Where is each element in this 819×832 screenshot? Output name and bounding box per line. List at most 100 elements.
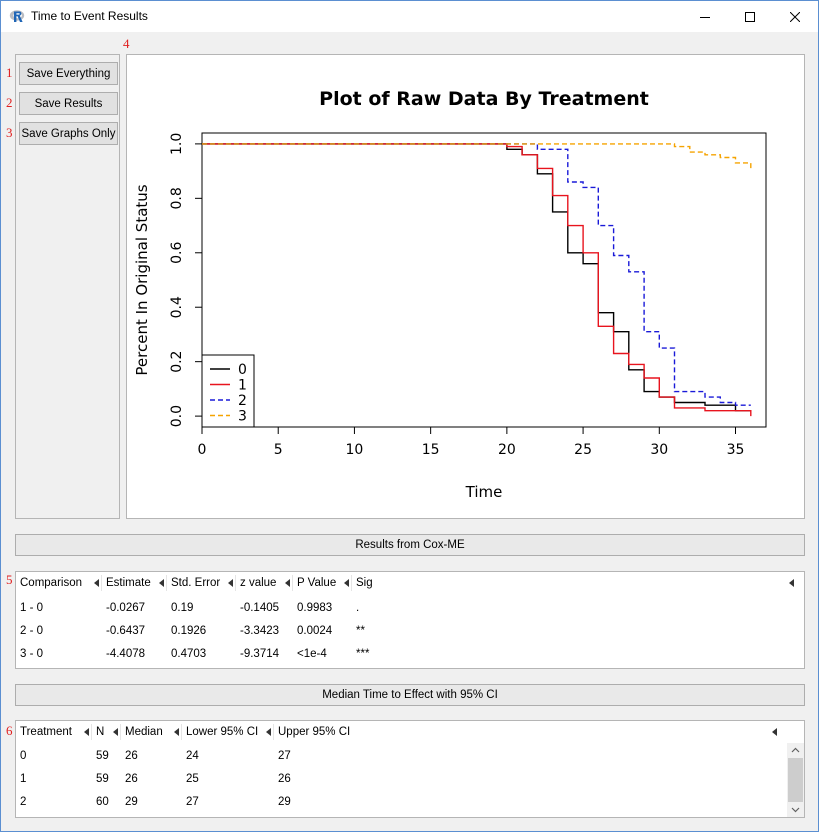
median-table-scrollbar[interactable] (787, 743, 804, 817)
minimize-icon (700, 16, 710, 18)
column-divider (292, 575, 293, 591)
x-tick-label: 25 (574, 442, 592, 458)
median-cell: 29 (125, 796, 138, 808)
marker-2: 2 (6, 95, 13, 110)
column-divider (166, 575, 167, 591)
cox-results-header: Results from Cox-ME (15, 534, 805, 556)
cox-column-header[interactable]: z value (236, 572, 293, 594)
y-axis-label: Percent In Original Status (133, 184, 151, 375)
y-tick-label: 0.8 (169, 187, 185, 209)
cox-column-label: Estimate (106, 577, 151, 589)
close-icon (790, 11, 800, 22)
cox-column-label: Sig (356, 577, 373, 589)
median-cell: 26 (125, 773, 138, 785)
maximize-button[interactable] (727, 1, 773, 32)
cox-cell: -0.1405 (240, 602, 280, 614)
marker-4: 4 (123, 36, 130, 51)
cox-cell: 2 - 0 (20, 625, 44, 637)
sort-arrow-icon (344, 579, 349, 587)
median-column-label: Median (125, 726, 163, 738)
cox-table-header: Comparison Estimate Std. Error z value P Val… (16, 572, 804, 594)
median-column-header[interactable]: Upper 95% CI (274, 721, 350, 743)
median-column-header[interactable]: Median (121, 721, 182, 743)
save-everything-button[interactable]: Save Everything (19, 62, 118, 85)
sort-arrow-icon (285, 579, 290, 587)
column-divider (235, 575, 236, 591)
median-column-header[interactable]: Treatment (16, 721, 92, 743)
median-cell: 29 (278, 796, 291, 808)
median-cell: 26 (125, 750, 138, 762)
x-axis-label: Time (465, 483, 503, 501)
cox-column-header[interactable]: P Value (293, 572, 352, 594)
cox-column-header[interactable]: Std. Error (167, 572, 236, 594)
window-title: Time to Event Results (31, 9, 148, 23)
series-1-line (202, 143, 752, 417)
r-logo-icon (9, 10, 25, 22)
median-column-label: Lower 95% CI (186, 726, 259, 738)
median-column-label: Upper 95% CI (278, 726, 351, 738)
column-divider (91, 724, 92, 740)
scroll-down-icon (791, 807, 800, 813)
cox-column-header[interactable]: Estimate (102, 572, 167, 594)
column-divider (351, 575, 352, 591)
cox-cell: 3 - 0 (20, 648, 44, 660)
table-row[interactable]: 2 60 29 27 29 (16, 793, 804, 813)
median-column-label: Treatment (20, 726, 72, 738)
x-tick-label: 30 (650, 442, 668, 458)
median-time-table[interactable]: Treatment N Median Lower 95% CI Upper 95% CI… (15, 720, 805, 818)
table-row[interactable]: 1 - 0 -0.0267 0.19 -0.1405 0.9983. (16, 599, 804, 619)
cox-cell: 0.19 (171, 602, 194, 614)
cox-column-header[interactable]: Sig (352, 572, 412, 594)
cox-cell: 0.1926 (171, 625, 207, 637)
cox-column-label: Std. Error (171, 577, 221, 589)
median-column-header[interactable]: N (92, 721, 121, 743)
title-bar[interactable]: Time to Event Results (1, 1, 818, 32)
scroll-up-icon (791, 747, 800, 753)
sort-arrow-icon (266, 728, 271, 736)
save-graphs-only-button[interactable]: Save Graphs Only (19, 122, 118, 145)
marker-6: 6 (6, 723, 13, 738)
x-tick-label: 0 (198, 442, 207, 458)
median-cell: 0 (20, 750, 27, 762)
sort-arrow-icon (159, 579, 164, 587)
cox-column-header[interactable]: Comparison (16, 572, 102, 594)
plot-frame (201, 132, 767, 428)
x-tick-label: 20 (498, 442, 516, 458)
cox-cell: 0.0024 (297, 625, 333, 637)
scroll-thumb[interactable] (788, 758, 803, 802)
y-tick-label: 0.4 (169, 296, 185, 318)
save-results-button[interactable]: Save Results (19, 92, 118, 115)
marker-5: 5 (6, 572, 13, 587)
series-2-line (202, 143, 751, 406)
y-tick-label: 0.6 (169, 242, 185, 264)
x-tick-label: 5 (274, 442, 283, 458)
close-button[interactable] (772, 1, 818, 32)
series-0-line (202, 143, 751, 412)
cox-results-table[interactable]: Comparison Estimate Std. Error z value P Val… (15, 571, 805, 669)
sort-arrow-icon (228, 579, 233, 587)
x-tick-label: 15 (422, 442, 440, 458)
sort-arrow-icon[interactable] (772, 728, 777, 736)
series-3-line (202, 143, 752, 172)
cox-cell: 0.9983 (297, 602, 333, 614)
table-row[interactable]: 3 - 0 -4.4078 0.4703 -9.3714 <1e-4 *** (16, 645, 804, 665)
median-table-header: Treatment N Median Lower 95% CI Upper 95% CI (16, 721, 804, 743)
median-cell: 26 (278, 773, 291, 785)
sort-arrow-icon[interactable] (789, 579, 794, 587)
cox-cell: 1 - 0 (20, 602, 44, 614)
x-tick-label: 10 (346, 442, 364, 458)
cox-cell: . (356, 602, 360, 614)
median-column-header[interactable]: Lower 95% CI (182, 721, 274, 743)
median-time-header: Median Time to Effect with 95% CI (15, 684, 805, 706)
x-tick-label: 35 (727, 442, 745, 458)
median-cell: 25 (186, 773, 199, 785)
table-row[interactable]: 1 59 26 25 26 (16, 770, 804, 790)
table-row[interactable]: 0 59 26 24 27 (16, 747, 804, 767)
cox-cell: -0.6437 (106, 625, 146, 637)
column-divider (101, 575, 102, 591)
median-cell: 59 (96, 750, 109, 762)
marker-1: 1 (6, 65, 13, 80)
minimize-button[interactable] (682, 1, 728, 32)
table-row[interactable]: 2 - 0 -0.6437 0.1926 -3.3423 0.0024 ** (16, 622, 804, 642)
